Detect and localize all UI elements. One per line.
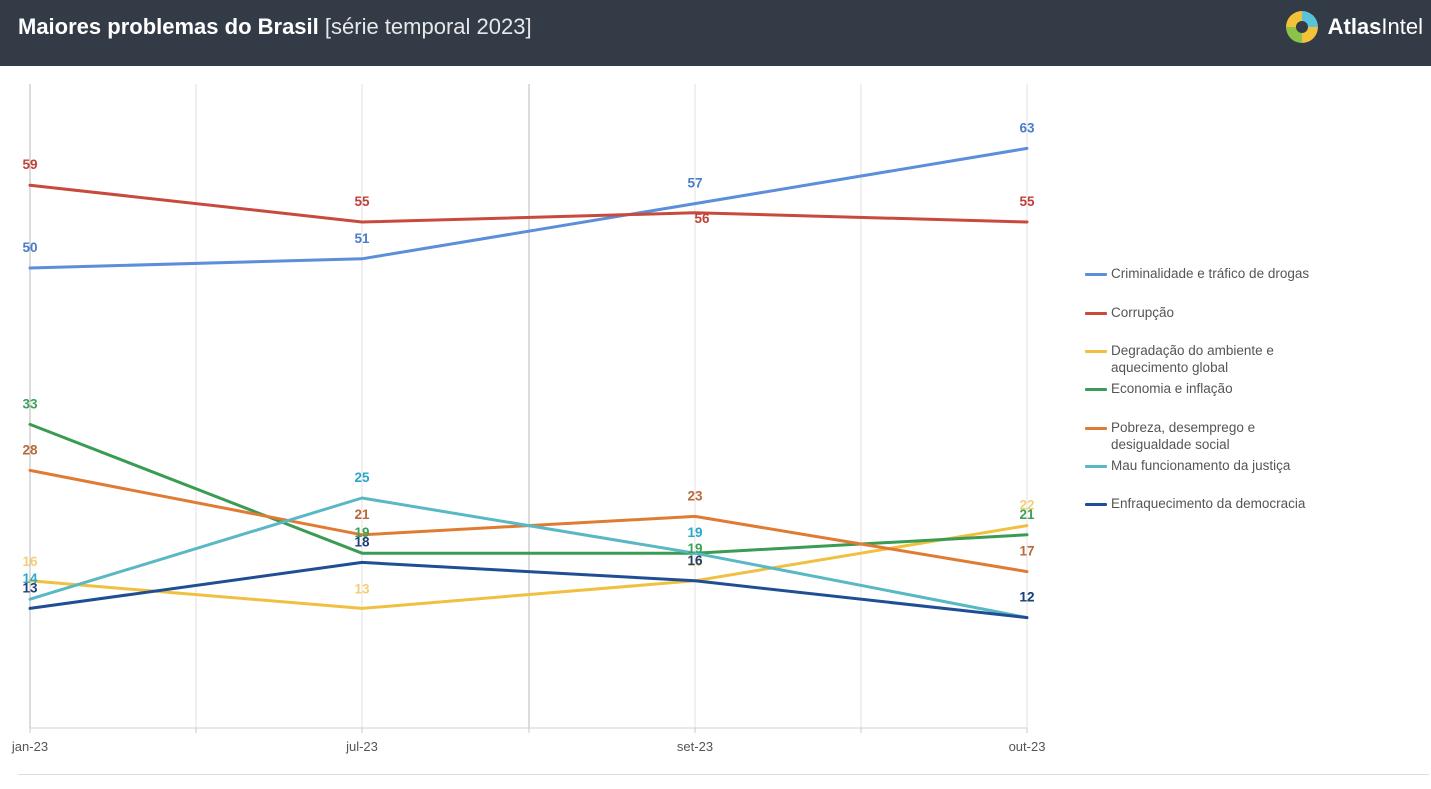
series-line — [28, 524, 1029, 610]
legend-label: Degradação do ambiente e aquecimento glo… — [1111, 343, 1274, 375]
legend-label: Enfraquecimento da democracia — [1111, 496, 1306, 511]
data-label: 16 — [687, 553, 703, 568]
series-line — [28, 183, 1029, 224]
data-label: 21 — [354, 507, 370, 522]
legend-label: Criminalidade e tráfico de drogas — [1111, 266, 1310, 281]
data-label: 12 — [1019, 590, 1034, 605]
data-label: 12 — [1019, 590, 1034, 605]
data-label: 16 — [22, 554, 38, 569]
atlasintel-logo-icon — [1285, 11, 1318, 43]
legend-swatch — [1085, 427, 1107, 430]
chart-legend: Criminalidade e tráfico de drogas Corrupç… — [1085, 0, 1345, 789]
data-label: 18 — [354, 534, 370, 549]
x-tick-label: jan-23 — [11, 739, 48, 754]
atlasintel-logo: AtlasIntel — [1284, 9, 1423, 45]
legend-swatch — [1085, 503, 1107, 506]
x-tick-label: jul-23 — [345, 739, 378, 754]
logo-wordmark-light: Intel — [1381, 14, 1423, 39]
chart-title-subtitle: [série temporal 2023] — [324, 14, 532, 39]
logo-wordmark-bold: Atlas — [1327, 14, 1382, 39]
data-label: 23 — [687, 488, 703, 503]
chart-data-labels: 5051576359555655161316223319192128212317… — [22, 120, 1035, 604]
data-label: 50 — [22, 240, 37, 255]
data-label: 14 — [22, 571, 38, 586]
data-label: 55 — [354, 194, 370, 209]
footer-divider — [18, 774, 1429, 775]
logo-wordmark: AtlasIntel — [1328, 14, 1423, 40]
chart-title-main: Maiores problemas do Brasil — [18, 14, 319, 39]
data-label: 55 — [1019, 194, 1035, 209]
data-label: 59 — [22, 157, 37, 172]
chart-series-lines — [28, 146, 1029, 620]
legend-swatch — [1085, 312, 1107, 315]
data-label: 22 — [1019, 498, 1034, 513]
data-label: 25 — [354, 470, 370, 485]
legend-label: Corrupção — [1111, 305, 1175, 320]
legend-label: Economia e inflação — [1111, 381, 1233, 396]
legend-label: Mau funcionamento da justiça — [1111, 458, 1291, 473]
data-label: 13 — [354, 581, 370, 596]
data-label: 17 — [1019, 544, 1034, 559]
x-axis-tick-labels: jan-23 jul-23 set-23 out-23 — [11, 739, 1046, 754]
data-label: 19 — [354, 525, 369, 540]
data-label: 33 — [22, 396, 38, 411]
data-label: 56 — [694, 211, 710, 226]
series-line — [28, 496, 1029, 620]
data-label: 19 — [687, 541, 702, 556]
legend-swatch — [1085, 465, 1107, 468]
legend-swatch — [1085, 350, 1107, 353]
data-label: 63 — [1019, 120, 1035, 135]
chart-grid — [29, 84, 1028, 733]
line-chart: 5051576359555655161316223319192128212317… — [11, 84, 1046, 754]
data-label: 28 — [22, 442, 38, 457]
data-label: 19 — [687, 525, 702, 540]
x-tick-label: set-23 — [677, 739, 713, 754]
legend-label: Pobreza, desemprego e desigualdade socia… — [1111, 420, 1256, 452]
series-line — [28, 560, 1029, 620]
series-line — [28, 146, 1029, 270]
x-tick-label: out-23 — [1009, 739, 1046, 754]
data-label: 13 — [22, 580, 38, 595]
data-label: 21 — [1019, 507, 1035, 522]
data-label: 16 — [687, 554, 703, 569]
legend-swatch — [1085, 388, 1107, 391]
header-bar: Maiores problemas do Brasil [série tempo… — [0, 0, 1431, 66]
data-label: 51 — [354, 231, 370, 246]
chart-title: Maiores problemas do Brasil [série tempo… — [18, 13, 532, 41]
legend-swatch — [1085, 273, 1107, 276]
data-label: 57 — [687, 176, 702, 191]
